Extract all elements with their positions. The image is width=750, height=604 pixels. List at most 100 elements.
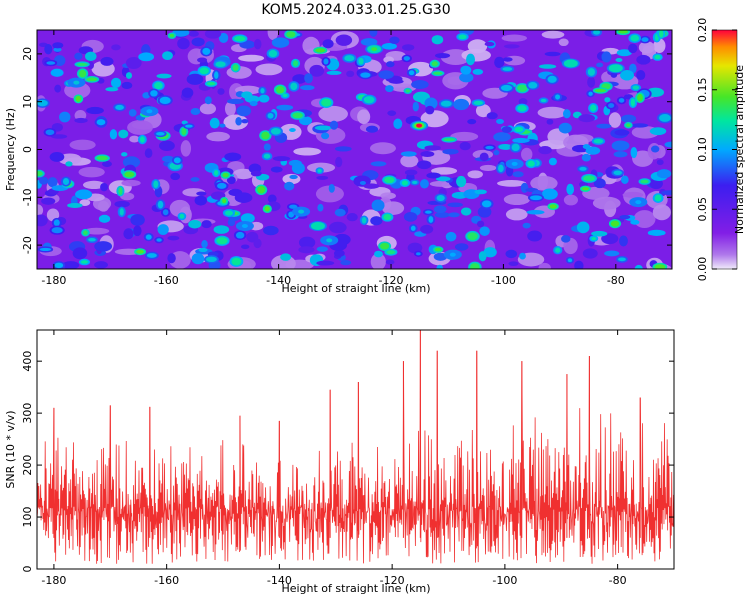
heatmap-cell [217,88,225,95]
heatmap-cell [321,98,332,107]
y-axis-label: Frequency (Hz) [4,108,17,191]
heatmap-cell [268,50,278,58]
heatmap-cell [39,247,52,252]
heatmap-cell [620,175,629,184]
heatmap-cell [576,221,590,234]
heatmap-cell [114,200,130,208]
heatmap-cell [199,67,209,75]
heatmap-cell [69,139,96,151]
heatmap-cell [440,100,452,107]
x-tick-label: -160 [154,274,179,287]
heatmap-cell [479,164,497,172]
heatmap-cell [425,105,435,115]
heatmap-cell [335,156,343,168]
heatmap-hotspot [371,47,378,52]
heatmap-cell [502,67,513,71]
heatmap-cell [224,152,242,162]
x-tick-label: -140 [267,574,292,587]
heatmap-cell [626,123,631,128]
heatmap-cell [493,149,500,156]
heatmap-hotspot [298,209,305,214]
heatmap-cell [622,191,644,198]
heatmap-cell [478,251,487,262]
heatmap-cell [309,64,325,77]
heatmap-cell [216,237,228,245]
heatmap-hotspot [314,223,321,228]
x-tick-label: -140 [266,274,291,287]
heatmap-cell [263,153,271,159]
heatmap-cell [522,222,531,229]
heatmap-cell [110,77,122,88]
heatmap-cell [272,156,291,162]
heatmap-cell [62,261,80,269]
heatmap-cell [51,227,63,234]
heatmap-cell [190,177,200,182]
heatmap-cell [618,257,626,262]
heatmap-cell [138,52,155,62]
heatmap-cell [405,89,410,93]
heatmap-cell [608,103,615,108]
heatmap-cell [264,206,270,212]
heatmap-cell [314,125,332,131]
heatmap-cell [370,161,387,167]
heatmap-cell [590,104,597,112]
heatmap-cell [497,179,527,187]
x-tick-label: -100 [491,274,516,287]
heatmap-cell [563,194,579,206]
heatmap-cell [316,246,329,252]
x-tick-label: -120 [380,574,405,587]
heatmap-cell [378,70,394,80]
heatmap-cell [630,123,649,128]
heatmap-cell [298,236,316,249]
heatmap-cell [380,242,390,250]
heatmap-cell [235,231,245,239]
heatmap-cell [334,146,352,152]
heatmap-cell [282,93,288,98]
heatmap-cell [596,123,612,129]
heatmap-cell [374,250,383,258]
heatmap-cell [121,152,128,157]
heatmap-cell [431,167,458,175]
heatmap-cell [78,69,87,78]
heatmap-cell [426,172,441,179]
heatmap-cell [78,166,105,178]
heatmap-cell [466,53,476,66]
heatmap-cell [346,70,355,78]
heatmap-cell [45,129,55,136]
heatmap-cell [632,85,640,90]
heatmap-cell [326,70,342,75]
heatmap-cell [411,80,429,89]
heatmap-cell [179,213,185,219]
heatmap-cell [630,98,636,107]
heatmap-cell [479,226,490,236]
heatmap-cell [620,69,634,81]
heatmap-cell [304,73,313,84]
heatmap-cell [271,37,290,48]
heatmap-cell [41,197,56,205]
heatmap-cell [537,106,568,119]
heatmap-cell [420,151,435,157]
heatmap-cell [483,247,497,258]
heatmap-cell [616,49,632,57]
heatmap-cell [420,110,449,128]
heatmap-cell [473,100,484,105]
heatmap-cell [402,44,415,51]
heatmap-cell [224,101,236,117]
heatmap-cell [664,141,672,148]
heatmap-cell [574,260,584,269]
heatmap-cell [652,204,671,221]
heatmap-cell [65,161,73,167]
heatmap-cell [53,219,60,227]
heatmap-cell [481,200,492,208]
heatmap-cell [201,240,208,249]
heatmap-cell [401,180,409,186]
heatmap-hotspot [612,66,619,71]
heatmap-cell [476,220,485,228]
heatmap-cell [231,257,242,266]
heatmap-cell [628,43,638,54]
heatmap-cell [136,249,144,254]
heatmap-cell [83,227,110,235]
heatmap-cell [567,258,573,263]
heatmap-cell [538,64,557,69]
heatmap-cell [241,91,253,99]
